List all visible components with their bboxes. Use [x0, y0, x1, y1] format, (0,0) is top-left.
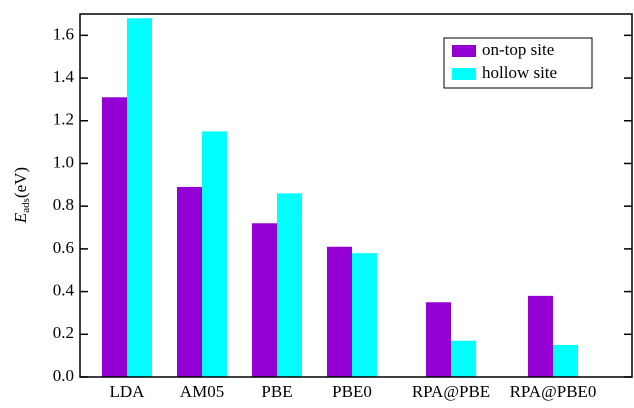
x-tick-label: RPA@PBE [412, 382, 490, 401]
bar [277, 193, 302, 377]
bar [252, 223, 277, 377]
bar [327, 246, 352, 377]
legend-swatch [452, 68, 476, 80]
legend-swatch [452, 45, 476, 57]
x-tick-label: AM05 [180, 382, 224, 401]
y-tick-label: 1.4 [53, 67, 75, 86]
y-tick-label: 0.2 [53, 323, 74, 342]
bar [553, 344, 578, 377]
y-tick-label: 0.0 [53, 366, 74, 385]
plot-frame [79, 13, 633, 378]
bar [177, 186, 202, 377]
legend-label: on-top site [482, 40, 554, 59]
legend-label: hollow site [482, 63, 557, 82]
x-tick-label: PBE0 [332, 382, 372, 401]
bar [127, 18, 152, 377]
bar [528, 295, 553, 377]
x-tick-label: PBE [261, 382, 292, 401]
y-tick-label: 0.6 [53, 238, 74, 257]
y-tick-label: 0.8 [53, 195, 74, 214]
y-tick-label: 1.2 [53, 110, 74, 129]
x-tick-label: RPA@PBE0 [510, 382, 597, 401]
y-axis-label: Eads(eV) [11, 167, 32, 224]
bar [451, 340, 476, 377]
bar [426, 302, 451, 377]
y-tick-label: 1.0 [53, 152, 74, 171]
y-tick-label: 0.4 [53, 280, 75, 299]
x-tick-label: LDA [110, 382, 146, 401]
bar [202, 131, 227, 377]
bar [352, 253, 377, 377]
y-tick-label: 1.6 [53, 24, 74, 43]
bar [102, 97, 127, 377]
